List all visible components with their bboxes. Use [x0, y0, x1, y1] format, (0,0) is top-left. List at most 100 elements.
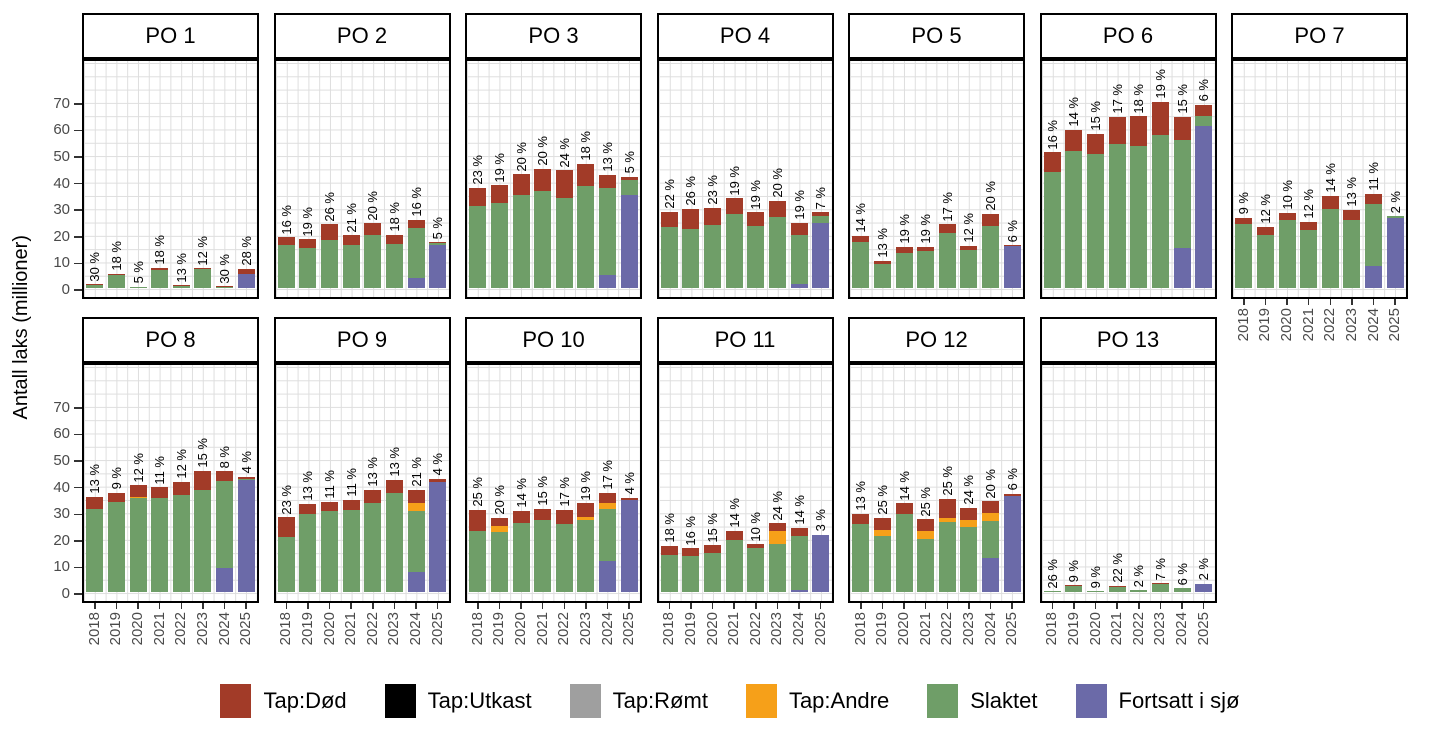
bar-segment-dod-2021 [534, 168, 552, 192]
bar-segment-slaktet-2021 [1108, 587, 1126, 592]
bar-segment-dod-2021 [151, 487, 169, 498]
y-tick-label-50: 50 [53, 148, 70, 165]
percent-label-2020: 15 % [1088, 101, 1104, 131]
percent-label-2025: 7 % [813, 186, 829, 209]
x-tick-mark [1202, 603, 1205, 609]
bar-segment-slaktet-2020 [129, 498, 147, 592]
bar-segment-dod-2022 [555, 170, 573, 199]
percent-label-2022: 25 % [939, 466, 955, 496]
bar-segment-slaktet-2023 [385, 244, 403, 288]
bar-segment-slaktet-2019 [490, 203, 508, 288]
bar-segment-slaktet-2023 [1151, 135, 1169, 288]
bar-segment-dod-2018 [852, 235, 870, 242]
x-tick-mark [1181, 603, 1183, 609]
bar-segment-slaktet-2024 [407, 228, 425, 279]
x-tick-label-2020: 2020 [320, 612, 338, 646]
bar-segment-slaktet-2024 [982, 521, 1000, 558]
y-tick-mark [74, 156, 82, 158]
bar-segment-dod-2021 [1108, 586, 1126, 588]
percent-label-2019: 25 % [874, 485, 890, 515]
bar-segment-dod-2023 [768, 523, 786, 532]
x-tick-mark [1073, 603, 1075, 609]
bar-segment-dod-2021 [1300, 221, 1318, 230]
percent-label-2025: 6 % [1004, 468, 1020, 491]
bar-segment-dod-2025 [1195, 104, 1213, 117]
percent-label-2021: 12 % [1301, 189, 1317, 219]
bar-segment-slaktet-2021 [725, 214, 743, 288]
bar-segment-slaktet-2020 [1087, 153, 1105, 288]
x-tick-label-2022: 2022 [172, 612, 190, 646]
bar-segment-dod-2022 [938, 224, 956, 233]
bar-segment-slaktet-2018 [86, 285, 104, 288]
percent-label-2019: 19 % [491, 152, 507, 183]
bar-segment-dod-2024 [407, 219, 425, 229]
facet-strip-label: PO 1 [145, 23, 196, 48]
x-tick-label-2024: 2024 [215, 612, 233, 646]
facet-strip-po-1: PO 1 [82, 13, 259, 59]
percent-label-2025: 2 % [1196, 558, 1212, 581]
percent-label-2022: 24 % [556, 137, 572, 168]
percent-label-2022: 2 % [1131, 564, 1147, 588]
percent-label-2019: 16 % [683, 515, 699, 546]
bar-segment-dod-2020 [129, 485, 147, 497]
y-tick-mark [74, 129, 82, 132]
bar-segment-andre-2022 [938, 517, 956, 522]
x-tick-mark [94, 603, 96, 609]
y-tick-label-60: 60 [53, 425, 70, 443]
bar-segment-dod-2023 [577, 163, 595, 186]
percent-label-2019: 26 % [683, 176, 699, 206]
x-tick-label-2025: 2025 [1003, 612, 1021, 646]
percent-label-2024: 20 % [983, 180, 999, 211]
percent-label-2025: 4 % [430, 453, 446, 476]
x-tick-mark [158, 603, 161, 609]
bar-segment-dod-2019 [299, 239, 317, 249]
percent-label-2023: 7 % [1152, 558, 1168, 581]
bar-segment-dod-2023 [1151, 101, 1169, 135]
bar-segment-dod-2023 [385, 235, 403, 245]
y-tick-mark [74, 460, 82, 462]
bar-segment-slaktet-2021 [151, 497, 169, 592]
x-tick-label-2025: 2025 [428, 612, 446, 646]
bar-segment-sjo-2024 [790, 284, 808, 288]
bar-segment-slaktet-2025 [429, 243, 447, 245]
legend-label-dod: Tap:Død [263, 688, 347, 713]
facet-strip-po-12: PO 12 [848, 317, 1025, 363]
facet-strip-label: PO 4 [719, 23, 771, 48]
x-tick-mark [1307, 299, 1310, 305]
x-tick-mark [1011, 603, 1013, 609]
bar-segment-slaktet-2023 [960, 527, 978, 592]
x-tick-mark [881, 603, 884, 609]
percent-label-2021: 11 % [343, 467, 359, 497]
y-tick-label-10: 10 [53, 254, 70, 272]
percent-label-2019: 19 % [300, 206, 316, 237]
percent-label-2022: 14 % [1322, 163, 1338, 193]
percent-label-2024: 30 % [217, 253, 233, 284]
x-tick-mark [245, 603, 247, 609]
bar-segment-dod-2024 [982, 501, 1000, 513]
facet-strip-label: PO 2 [336, 23, 388, 48]
percent-label-2024: 6 % [1174, 562, 1190, 586]
x-tick-mark [1138, 603, 1140, 609]
bar-segment-slaktet-2021 [534, 520, 552, 592]
y-tick-label-10: 10 [53, 558, 70, 576]
x-tick-mark [1264, 299, 1267, 305]
bar-segment-andre-2021 [917, 531, 935, 539]
legend-swatch-dod [220, 684, 252, 718]
bar-segment-dod-2023 [768, 200, 786, 217]
bar-segment-dod-2021 [151, 267, 169, 270]
percent-label-2025: 3 % [813, 509, 829, 532]
bar-segment-andre-2023 [960, 520, 978, 528]
facet-strip-po-11: PO 11 [656, 317, 834, 363]
legend-item-utkast: Tap:Utkast [384, 684, 532, 718]
x-tick-mark [776, 603, 779, 609]
bar-segment-slaktet-2022 [172, 494, 190, 592]
x-tick-mark [1351, 299, 1353, 305]
bar-segment-slaktet-2020 [704, 552, 722, 592]
facet-strip-label: PO 3 [528, 23, 579, 48]
bar-segment-sjo-2024 [1173, 247, 1191, 288]
x-tick-mark [350, 603, 352, 609]
y-tick-mark [74, 540, 82, 542]
facet-strip-po-4: PO 4 [656, 13, 834, 59]
bar-segment-slaktet-2021 [1300, 230, 1318, 288]
bar-segment-slaktet-2019 [299, 248, 317, 288]
